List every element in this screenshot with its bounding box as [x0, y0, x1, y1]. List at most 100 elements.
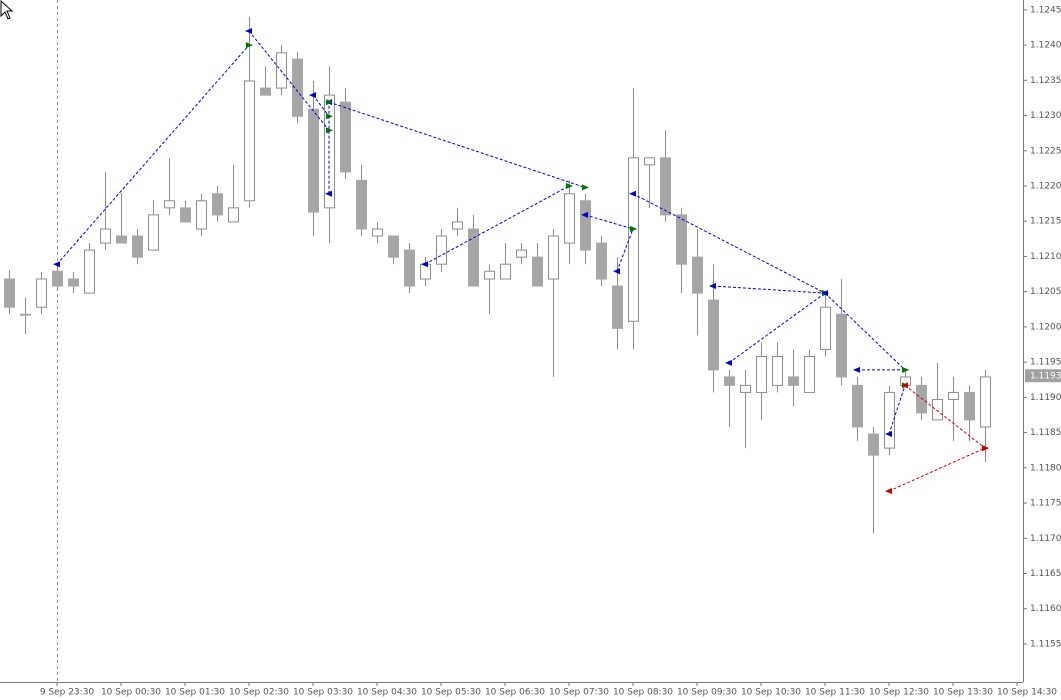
candle-body — [356, 179, 367, 230]
trade-close-arrow — [902, 366, 909, 373]
candle-body — [4, 278, 15, 308]
candle-body — [292, 58, 303, 117]
candle-body — [724, 376, 735, 386]
y-tick-label: 1.1180 — [1030, 463, 1061, 473]
candle-body — [308, 108, 319, 213]
candle-body — [676, 214, 687, 265]
y-tick-label: 1.1165 — [1030, 569, 1061, 579]
y-tick-label: 1.1230 — [1030, 111, 1061, 121]
trade-open-arrow — [245, 28, 252, 34]
x-tick-label: 10 Sep 07:30 — [549, 688, 609, 698]
candle-body — [788, 376, 799, 386]
candle-body — [628, 157, 639, 322]
candle-body — [756, 356, 767, 393]
candle-body — [228, 207, 239, 223]
candle-body — [148, 214, 159, 251]
candle-body — [452, 221, 463, 230]
last-price-label: 1.1193 — [1030, 372, 1061, 382]
candle-body — [196, 200, 207, 230]
trade-line — [888, 447, 986, 492]
candle-body — [772, 356, 783, 386]
trade-line — [824, 292, 906, 371]
candle-body — [948, 391, 959, 400]
x-tick-label: 10 Sep 03:30 — [293, 688, 353, 698]
trade-open-arrow — [885, 431, 892, 437]
candle-body — [388, 235, 399, 258]
y-tick-label: 1.1225 — [1030, 146, 1061, 156]
candle-body — [84, 249, 95, 294]
candle-body — [52, 270, 63, 287]
trade-close-arrow — [246, 42, 253, 49]
x-tick-label: 10 Sep 06:30 — [485, 688, 545, 698]
y-tick-label: 1.1205 — [1030, 287, 1061, 297]
trade-open-arrow — [885, 488, 892, 495]
trade-open-arrow — [709, 283, 716, 290]
candle-body — [436, 235, 447, 265]
y-tick-label: 1.1195 — [1030, 358, 1061, 368]
candle-body — [708, 299, 719, 371]
trade-open-arrow — [613, 268, 620, 275]
x-tick-label: 10 Sep 04:30 — [357, 688, 417, 698]
x-tick-label: 10 Sep 10:30 — [741, 688, 801, 698]
y-tick-label: 1.1240 — [1030, 41, 1061, 51]
trade-line — [632, 193, 826, 294]
candle-body — [564, 193, 575, 244]
x-tick-label: 10 Sep 09:30 — [677, 688, 737, 698]
candle-body — [100, 228, 111, 244]
last-price-tag — [1025, 369, 1061, 383]
trade-line — [312, 94, 330, 117]
y-tick-label: 1.1170 — [1030, 534, 1061, 544]
y-tick-label: 1.1245 — [1030, 5, 1061, 15]
y-tick-label: 1.1190 — [1030, 393, 1061, 403]
candle-body — [500, 263, 511, 280]
y-tick-label: 1.1200 — [1030, 322, 1061, 332]
x-tick-label: 10 Sep 11:30 — [805, 688, 865, 698]
candle-body — [68, 278, 79, 287]
candle-body — [612, 285, 623, 329]
candle-body — [212, 193, 223, 216]
trade-open-arrow — [421, 261, 428, 268]
candle-body — [532, 256, 543, 287]
trade-open-arrow — [53, 261, 60, 268]
trade-close-arrow — [566, 183, 573, 189]
trade-open-arrow — [853, 366, 860, 373]
candle-body — [932, 398, 943, 421]
candle-body — [180, 207, 191, 223]
x-tick-label: 10 Sep 08:30 — [613, 688, 673, 698]
trade-close-arrow — [630, 225, 637, 232]
candle-body — [372, 228, 383, 237]
candle-body — [820, 306, 831, 350]
candle-body — [884, 391, 895, 449]
candle-body — [804, 356, 815, 393]
mouse-cursor — [0, 0, 14, 20]
y-tick-label: 1.1175 — [1030, 499, 1061, 509]
candle-body — [580, 200, 591, 251]
trade-line — [888, 385, 906, 435]
candle-body — [164, 200, 175, 209]
x-tick-label: 10 Sep 01:30 — [165, 688, 225, 698]
candle-body — [116, 235, 127, 244]
x-tick-label: 10 Sep 00:30 — [101, 688, 161, 698]
trade-line — [424, 185, 570, 265]
x-tick-label: 10 Sep 13:30 — [933, 688, 993, 698]
candle-body — [276, 52, 287, 89]
y-tick-label: 1.1235 — [1030, 76, 1061, 86]
candle-body — [484, 270, 495, 280]
trade-line — [712, 285, 826, 294]
x-tick-label: 10 Sep 02:30 — [229, 688, 289, 698]
trade-line — [616, 228, 634, 272]
trade-line — [248, 30, 330, 131]
candle-body — [36, 278, 47, 308]
candle-body — [660, 157, 671, 216]
candle-body — [980, 376, 991, 428]
candle-body — [964, 391, 975, 421]
y-tick-label: 1.1160 — [1030, 604, 1061, 614]
candle-body — [868, 433, 879, 456]
trade-line — [56, 44, 250, 265]
trade-close-arrow — [582, 184, 589, 191]
candle-body — [340, 101, 351, 173]
candle-body — [132, 235, 143, 258]
candle-body — [420, 263, 431, 280]
